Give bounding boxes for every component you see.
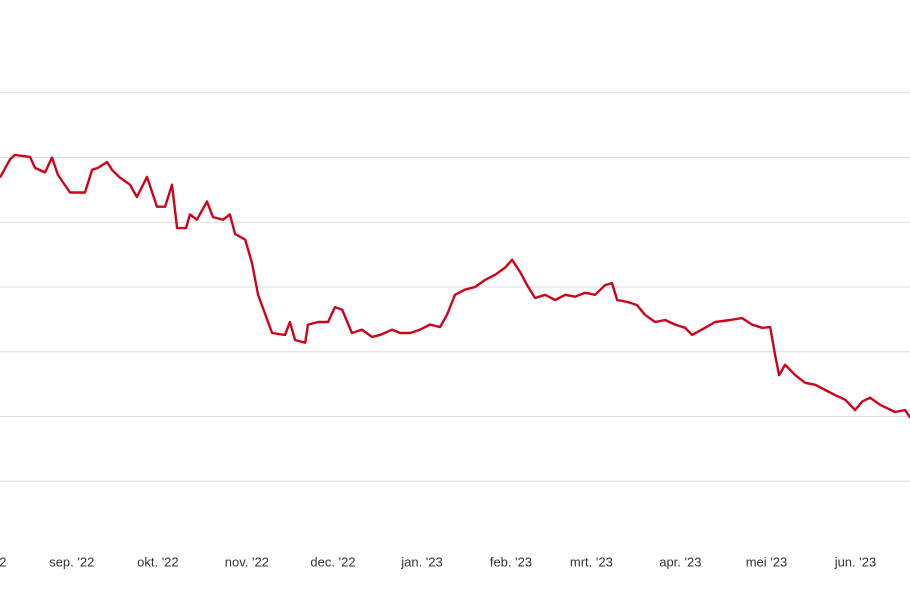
x-tick-label: feb. '23 <box>490 554 532 569</box>
x-tick-label: jan. '23 <box>400 554 443 569</box>
x-tick-label: mrt. '23 <box>570 554 613 569</box>
x-tick-label: dec. '22 <box>310 554 355 569</box>
x-tick-label: 2 <box>0 554 6 569</box>
x-tick-label: nov. '22 <box>225 554 269 569</box>
x-tick-label: jun. '23 <box>834 554 877 569</box>
x-tick-label: mei '23 <box>746 554 788 569</box>
x-tick-label: apr. '23 <box>659 554 701 569</box>
x-tick-label: okt. '22 <box>137 554 179 569</box>
x-tick-label: sep. '22 <box>49 554 94 569</box>
line <box>0 153 910 419</box>
